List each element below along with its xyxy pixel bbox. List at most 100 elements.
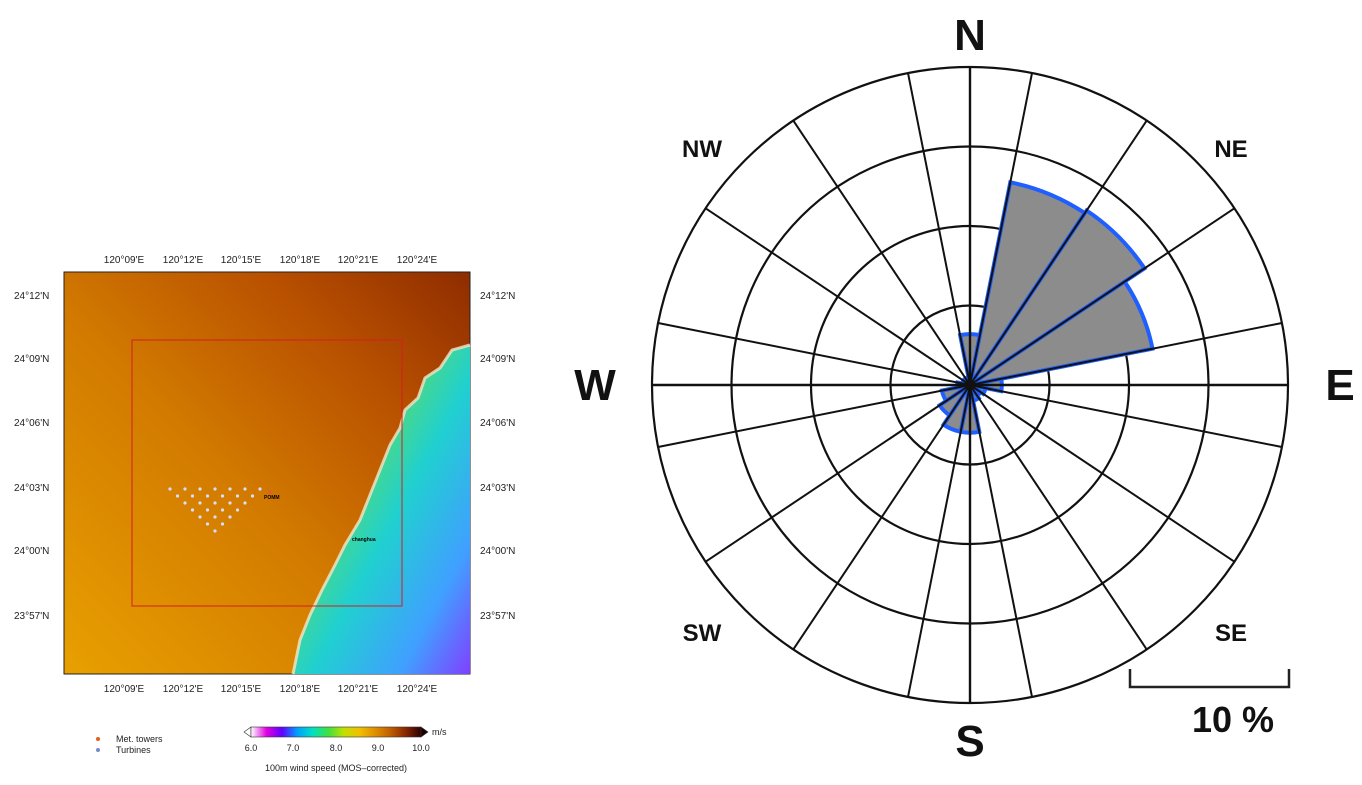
compass-label-w: W <box>574 361 616 410</box>
bottom-tick: 120°09'E <box>104 684 145 695</box>
turbine-marker <box>198 515 202 519</box>
bottom-tick: 120°15'E <box>221 684 262 695</box>
turbine-marker <box>243 487 247 491</box>
met-towers-legend-label: Met. towers <box>116 734 163 744</box>
wind-rose-panel: N S W E NE NW SE SW 10 % <box>560 0 1362 780</box>
right-tick: 24°09'N <box>480 354 515 365</box>
colorbar-tick: 9.0 <box>372 743 385 753</box>
left-tick: 24°09'N <box>14 354 49 365</box>
compass-label-e: E <box>1325 361 1354 410</box>
turbine-marker <box>228 487 232 491</box>
scale-bar: 10 % <box>1128 669 1291 740</box>
bottom-tick: 120°18'E <box>280 684 321 695</box>
colorbar-tick: 8.0 <box>330 743 343 753</box>
turbine-marker <box>213 487 217 491</box>
turbine-marker <box>243 501 247 505</box>
compass-label-se: SE <box>1215 620 1247 647</box>
turbine-marker <box>190 508 195 512</box>
sector-spoke <box>792 384 971 650</box>
bottom-tick-labels: 120°09'E 120°12'E 120°15'E 120°18'E 120°… <box>104 684 438 695</box>
sector-spoke <box>969 384 1283 448</box>
turbine-marker <box>205 522 210 526</box>
sector-spoke <box>969 384 1235 563</box>
turbine-marker <box>220 522 225 526</box>
colorbar-high-arrow <box>420 726 429 738</box>
left-tick: 23°57'N <box>14 611 49 622</box>
turbine-marker <box>205 494 210 498</box>
turbine-marker <box>183 487 187 491</box>
top-tick: 120°15'E <box>221 255 262 266</box>
land-area <box>293 345 470 674</box>
turbine-marker <box>213 501 217 505</box>
wind-speed-map: POMM changhua 120°09'E 120°12'E 120°15'E… <box>14 255 515 773</box>
left-tick-labels: 24°12'N 24°09'N 24°06'N 24°03'N 24°00'N … <box>14 291 49 622</box>
turbine-marker <box>228 501 232 505</box>
compass-label-nw: NW <box>682 136 722 163</box>
sector-spoke <box>705 384 971 563</box>
left-tick: 24°00'N <box>14 546 49 557</box>
bottom-tick: 120°21'E <box>338 684 379 695</box>
colorbar-scale <box>250 726 422 738</box>
turbine-marker <box>183 501 187 505</box>
turbine-marker <box>258 487 262 491</box>
turbine-marker <box>250 494 255 498</box>
sector-spoke <box>907 72 971 386</box>
turbine-marker <box>198 487 202 491</box>
sector-spoke <box>969 72 1033 386</box>
wind-rose-spokes <box>652 67 1288 703</box>
sector-spoke <box>969 384 1033 698</box>
turbine-marker <box>235 508 240 512</box>
study-region-box <box>131 339 403 607</box>
scale-bar-line <box>1128 669 1291 689</box>
left-tick: 24°03'N <box>14 483 49 494</box>
colorbar-tick: 6.0 <box>245 743 258 753</box>
met-tower-marker <box>268 490 272 494</box>
colorbar-tick: 7.0 <box>287 743 300 753</box>
top-tick: 120°12'E <box>163 255 204 266</box>
right-tick: 24°03'N <box>480 483 515 494</box>
top-tick: 120°24'E <box>397 255 438 266</box>
coastline <box>291 343 471 675</box>
sector-spoke <box>969 207 1235 386</box>
left-tick: 24°12'N <box>14 291 49 302</box>
right-tick-labels: 24°12'N 24°09'N 24°06'N 24°03'N 24°00'N … <box>480 291 515 622</box>
turbines-legend-label: Turbines <box>116 745 151 755</box>
sector-spoke <box>907 384 971 698</box>
turbine-marker <box>220 494 225 498</box>
rose-center <box>965 380 975 390</box>
sector-spoke <box>969 120 1148 386</box>
turbine-markers <box>168 487 262 533</box>
turbine-marker <box>235 494 240 498</box>
top-tick: 120°18'E <box>280 255 321 266</box>
turbine-marker <box>205 508 210 512</box>
sector-spoke <box>969 322 1283 386</box>
turbine-marker <box>228 515 232 519</box>
turbine-marker <box>220 508 225 512</box>
top-tick: 120°21'E <box>338 255 379 266</box>
left-tick: 24°06'N <box>14 418 49 429</box>
compass-label-ne: NE <box>1214 136 1247 163</box>
turbine-marker <box>175 494 180 498</box>
bottom-tick: 120°24'E <box>397 684 438 695</box>
sector-spoke <box>657 384 971 448</box>
turbine-marker <box>168 487 172 491</box>
sector-spoke <box>969 384 1148 650</box>
turbine-marker <box>213 529 217 533</box>
right-tick: 24°12'N <box>480 291 515 302</box>
top-tick: 120°09'E <box>104 255 145 266</box>
turbine-marker <box>198 501 202 505</box>
tower-label: POMM <box>264 495 280 501</box>
turbine-marker <box>190 494 195 498</box>
right-tick: 24°06'N <box>480 418 515 429</box>
colorbar-low-arrow <box>243 726 252 738</box>
wind-speed-map-panel: POMM changhua 120°09'E 120°12'E 120°15'E… <box>0 0 560 780</box>
right-tick: 24°00'N <box>480 546 515 557</box>
turbine-marker <box>213 515 217 519</box>
colorbar-tick: 10.0 <box>412 743 430 753</box>
map-legend: Met. towers Turbines <box>96 734 163 755</box>
sector-spoke <box>657 322 971 386</box>
right-tick: 23°57'N <box>480 611 515 622</box>
top-tick-labels: 120°09'E 120°12'E 120°15'E 120°18'E 120°… <box>104 255 438 266</box>
compass-label-n: N <box>954 11 986 60</box>
compass-label-sw: SW <box>683 620 722 647</box>
